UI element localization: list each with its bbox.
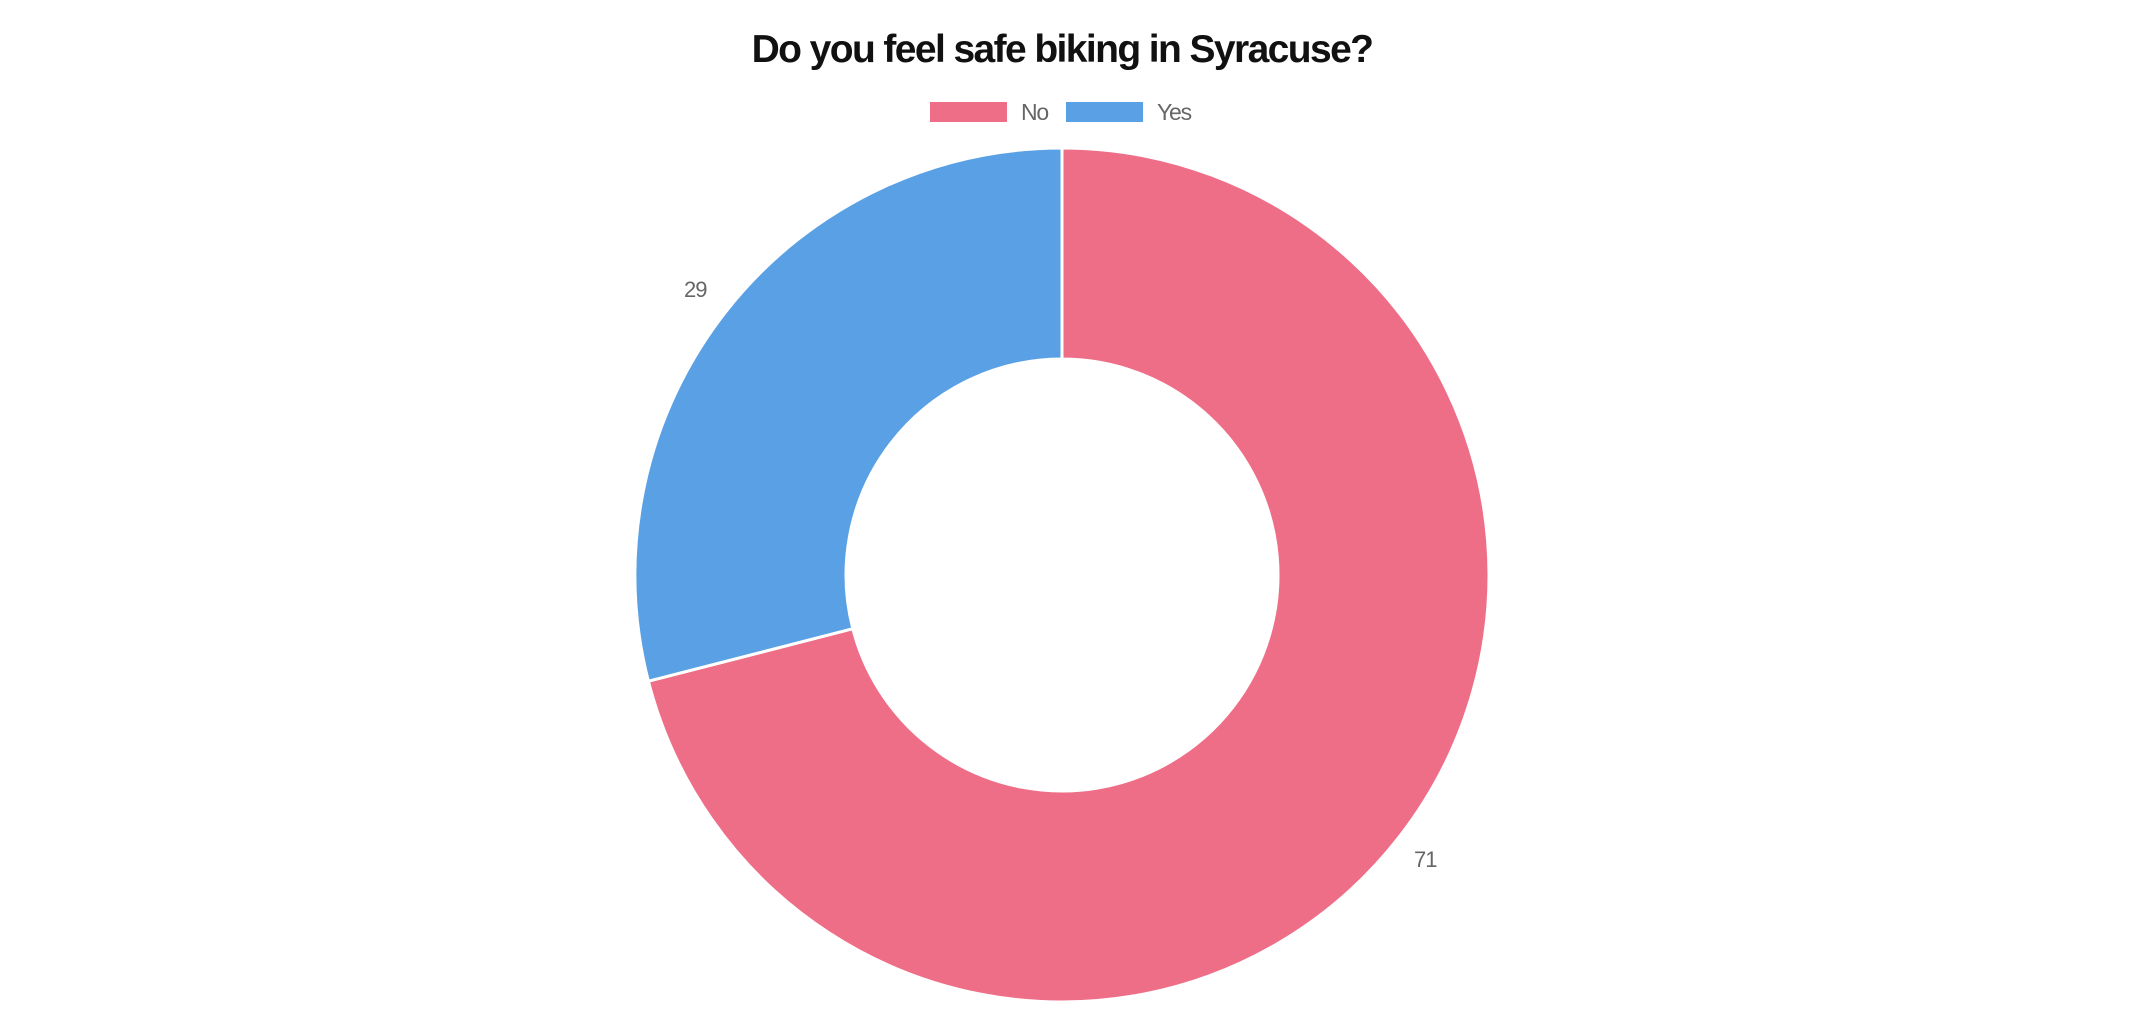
legend-item-no[interactable]: No (930, 99, 1049, 125)
legend-label-no: No (1021, 99, 1049, 125)
segment-no[interactable] (646, 146, 1491, 1004)
legend-item-yes[interactable]: Yes (1066, 99, 1192, 125)
data-label-no: 71 (1414, 847, 1438, 872)
chart-title: Do you feel safe biking in Syracuse? (751, 28, 1374, 71)
legend: No Yes (930, 100, 1209, 124)
legend-swatch-yes (1066, 102, 1144, 122)
legend-swatch-no (930, 102, 1007, 122)
segment-yes[interactable] (633, 146, 1064, 684)
legend-label-yes: Yes (1157, 99, 1192, 125)
data-label-yes: 29 (684, 277, 708, 302)
